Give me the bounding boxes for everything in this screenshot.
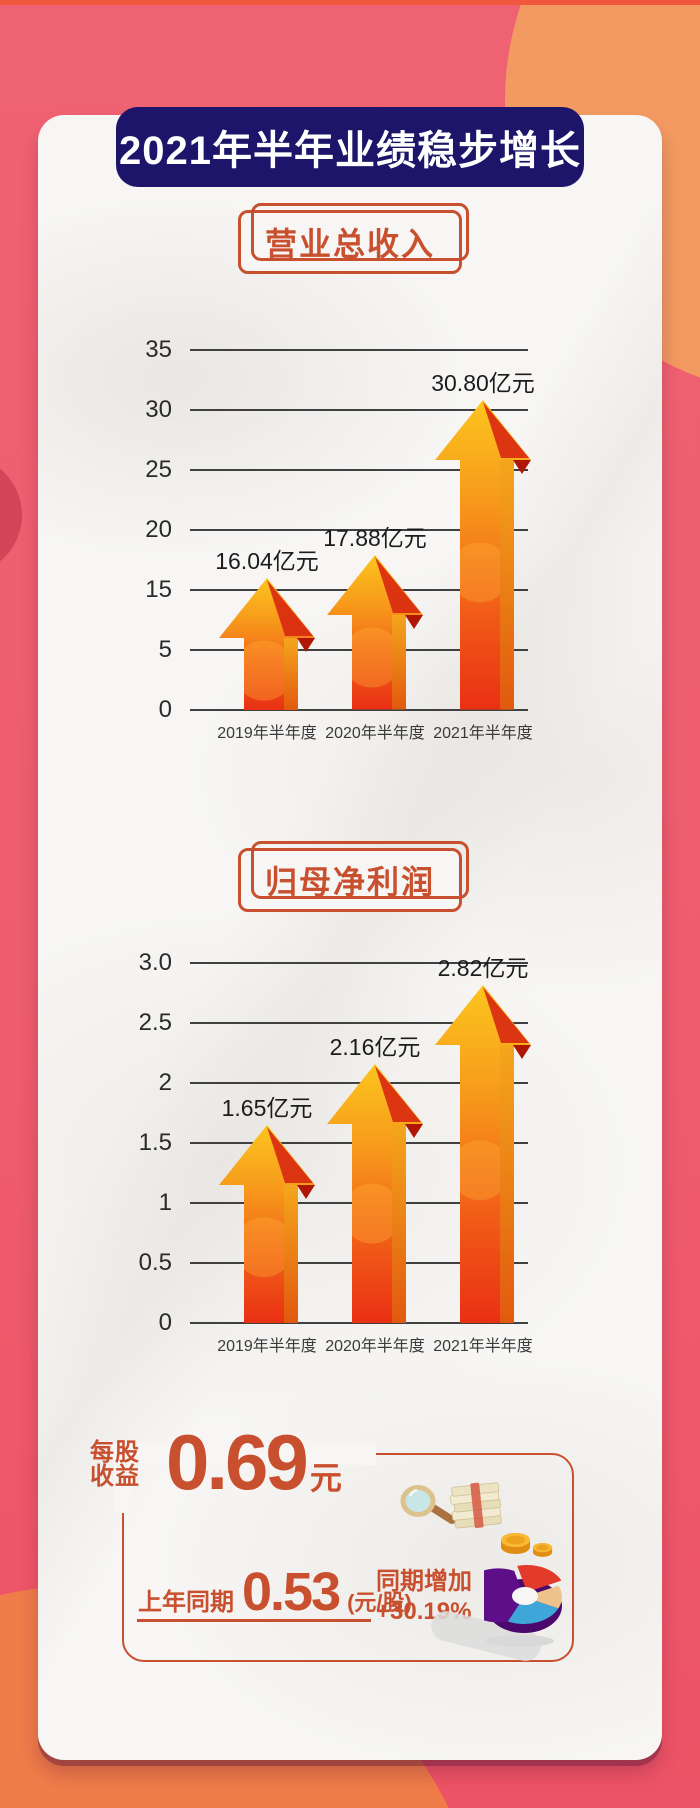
y-tick-label: 20 [145,516,172,543]
category-label: 2021年半年度 [433,725,533,742]
gridline [190,1022,528,1024]
bar-value-label: 1.65亿元 [221,1095,313,1121]
content-card: 营业总收入 35 30 25 20 15 5 0 16.04亿元 2019年半年度 [38,115,662,1760]
y-tick-label: 1.5 [138,1129,172,1156]
gridline [190,409,528,411]
bar-value-label: 2.82亿元 [437,954,529,981]
bar-value-label: 2.16亿元 [329,1033,421,1060]
y-tick-label: 2 [158,1069,172,1096]
gridline [190,529,528,531]
category-label: 2019年半年度 [217,1338,317,1355]
y-tick-label: 0 [158,696,172,723]
banner-title: 2021年半年业绩稳步增长 [119,129,581,173]
y-tick-label: 0.5 [138,1249,172,1276]
section-title-text: 归母净利润 [264,864,436,900]
eps-value: 0.69 [166,1418,309,1506]
eps-prev-label: 上年同期 [138,1589,234,1616]
eps-main-value: 0.69 元 [166,1421,342,1503]
y-tick-label: 3.0 [138,949,172,976]
bar-value-label: 16.04亿元 [215,547,319,574]
gridline [190,1082,528,1084]
y-tick-label: 5 [158,636,172,663]
title-banner: 2021年半年业绩稳步增长 [116,107,584,187]
y-tick-label: 15 [145,576,172,603]
eps-prev-value: 0.53 [242,1562,341,1622]
section-title-text: 营业总收入 [264,226,436,262]
gridline [190,962,528,964]
gridline [190,349,528,351]
category-label: 2020年半年度 [325,725,425,742]
magnifier-icon [400,1485,456,1524]
category-label: 2021年半年度 [433,1338,533,1355]
gridline [190,469,528,471]
eps-prev-unit: (元/股) [347,1590,412,1615]
y-tick-label: 35 [145,336,172,363]
eps-change-block: 同期增加 +30.19% [376,1567,472,1627]
bar-value-label: 17.88亿元 [323,525,427,552]
charts-layer: 营业总收入 35 30 25 20 15 5 0 16.04亿元 2019年半年度 [38,115,662,1760]
section-title-badge: 营业总收入 [237,203,470,274]
section-title-badge: 归母净利润 [237,841,470,912]
eps-border-mask-top [112,1443,376,1465]
y-tick-label: 0 [158,1309,172,1336]
decor-circle-left [0,455,22,575]
eps-border-mask-left [114,1447,134,1513]
bar-value-label: 30.80亿元 [431,370,535,397]
y-tick-label: 30 [145,396,172,423]
eps-label: 每股 收益 [90,1441,140,1489]
bar-arrow-icon [325,1063,425,1323]
top-strip [0,0,700,5]
eps-value-unit: 元 [309,1460,342,1496]
y-tick-label: 25 [145,456,172,483]
eps-underline [137,1619,371,1622]
eps-label-line2: 收益 [90,1463,140,1490]
category-label: 2019年半年度 [217,725,317,742]
money-stack-icon [450,1482,502,1529]
bar-arrow-icon [217,1125,317,1323]
bar-arrow-icon [217,577,317,710]
eps-label-line1: 每股 [90,1439,140,1466]
gridline [190,1322,528,1324]
eps-previous-row: 上年同期 0.53 (元/股) [138,1565,412,1619]
y-tick-label: 2.5 [138,1009,172,1036]
gridline [190,709,528,711]
bar-arrow-icon [433,400,533,710]
gold-coins-icon [501,1533,553,1557]
pie-chart-icon [484,1564,562,1647]
y-tick-label: 1 [158,1189,172,1216]
bar-arrow-icon [325,555,425,710]
bar-arrow-icon [433,984,533,1323]
category-label: 2020年半年度 [325,1338,425,1355]
eps-change-label: 同期增加 [376,1568,472,1595]
